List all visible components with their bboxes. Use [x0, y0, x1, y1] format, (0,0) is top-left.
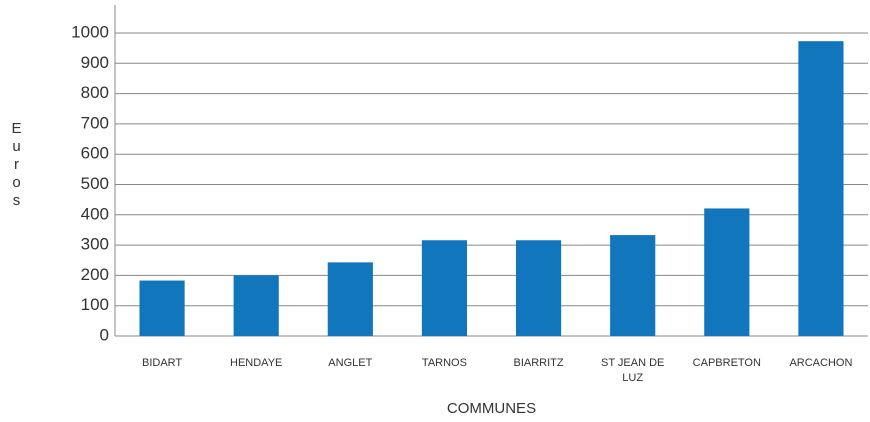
- y-tick-label: 400: [81, 204, 109, 223]
- x-tick-label: CAPBRETON: [692, 357, 761, 369]
- bar: [233, 275, 279, 336]
- bar: [139, 280, 185, 336]
- y-tick-label: 800: [81, 83, 109, 102]
- y-tick-label: 900: [81, 53, 109, 72]
- y-tick-label: 300: [81, 235, 109, 254]
- x-tick-label: ARCACHON: [789, 357, 853, 369]
- y-axis-title: Euros: [8, 120, 25, 210]
- bar: [515, 240, 562, 336]
- y-tick-label: 200: [81, 265, 109, 284]
- x-tick-label: BIARRITZ: [513, 357, 564, 369]
- x-tick-label: HENDAYE: [230, 357, 283, 369]
- y-tick-label: 500: [81, 174, 109, 193]
- bar: [327, 262, 373, 336]
- x-axis-title: COMMUNES: [446, 400, 537, 417]
- x-tick-label: ST JEAN DE LUZ: [601, 357, 665, 384]
- y-tick-label: 0: [100, 325, 109, 344]
- bar: [421, 240, 468, 336]
- y-tick-label: 600: [81, 144, 109, 163]
- bar: [610, 235, 656, 336]
- x-tick-label: ANGLET: [328, 357, 373, 369]
- y-tick-label: 1000: [71, 22, 109, 41]
- bar: [798, 41, 844, 336]
- x-tick-label: TARNOS: [421, 357, 467, 369]
- y-tick-label: 700: [81, 113, 109, 132]
- bar: [704, 208, 750, 336]
- y-tick-label: 100: [81, 295, 109, 314]
- x-tick-label: BIDART: [141, 357, 183, 369]
